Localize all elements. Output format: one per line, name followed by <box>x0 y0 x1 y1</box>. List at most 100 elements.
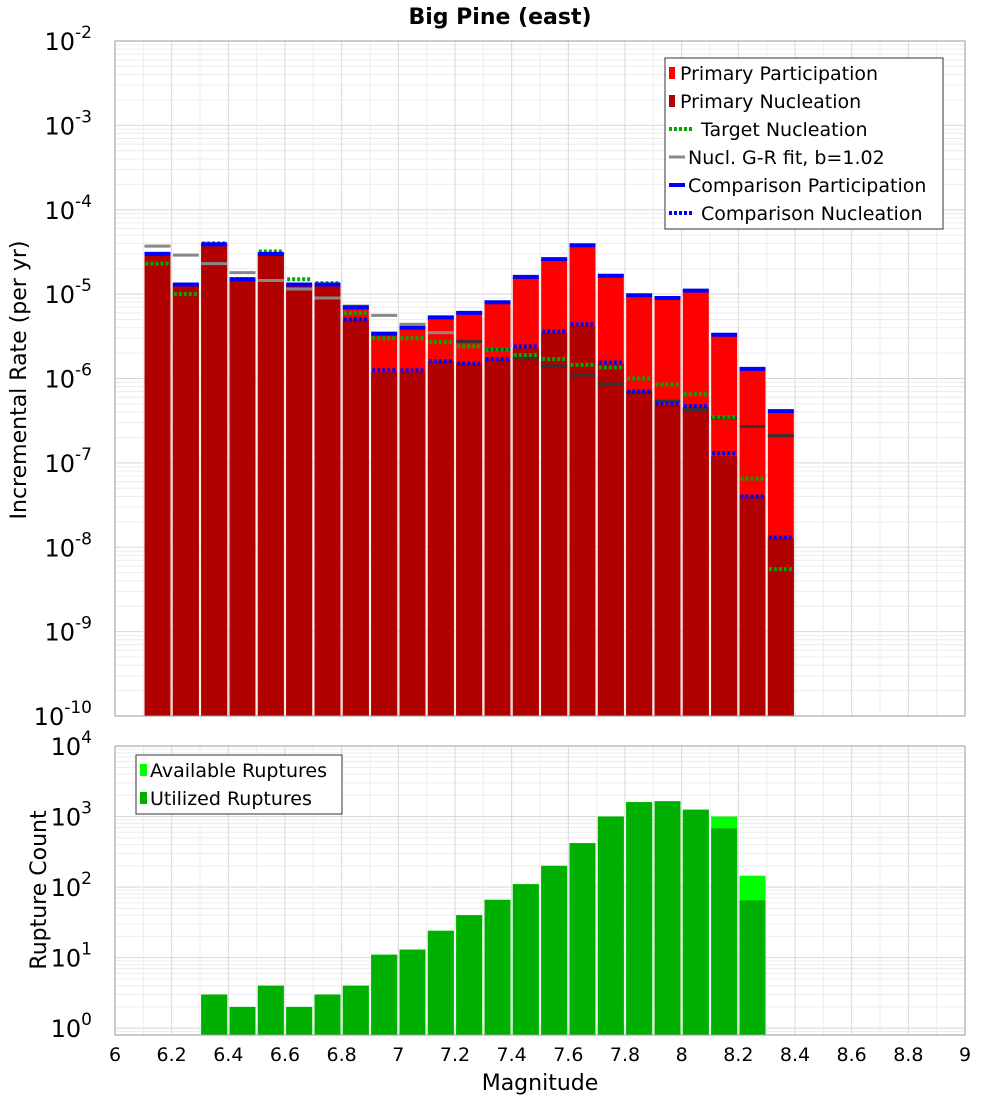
bar-utilized <box>456 915 483 1035</box>
x-tick-label: 8.6 <box>837 1044 867 1066</box>
bar-utilized <box>371 954 398 1035</box>
legend: Primary Participation Primary Nucleation T… <box>664 57 944 230</box>
y-tick-label: 10-7 <box>45 445 93 478</box>
bar-nucleation <box>512 347 539 716</box>
legend-box <box>135 754 343 815</box>
bar-utilized <box>257 985 284 1035</box>
grid <box>114 746 966 1036</box>
top-y-axis-label: Incremental Rate (per yr) <box>7 241 32 520</box>
bottom-y-axis-label: Rupture Count <box>27 810 52 970</box>
legend-label: Available Ruptures <box>150 760 327 782</box>
bar-utilized <box>201 994 228 1035</box>
x-tick-labels: 6 6.2 6.4 6.6 6.8 7 7.2 7.4 7.6 7.8 8 8.2 8.4 8.6 8.8 9 <box>109 1044 971 1066</box>
x-tick-label: 7.8 <box>610 1044 640 1066</box>
y-tick-label: 10-9 <box>45 614 93 647</box>
legend-swatch <box>669 67 675 79</box>
bar-nucleation <box>626 393 653 716</box>
legend-label: Primary Nucleation <box>680 91 861 113</box>
bar-utilized <box>739 900 766 1035</box>
legend-label: Nucl. G-R fit, b=1.02 <box>688 147 885 169</box>
legend-label: Comparison Nucleation <box>701 203 923 225</box>
bar-nucleation <box>144 253 171 716</box>
y-tick-label: 10-10 <box>34 698 92 731</box>
bar-nucleation <box>427 361 454 716</box>
bar-nucleation <box>541 332 568 716</box>
legend-label: Utilized Ruptures <box>150 788 312 810</box>
legend-label: Primary Participation <box>680 63 878 85</box>
x-tick-label: 6.2 <box>157 1044 187 1066</box>
legend-swatch <box>669 95 675 107</box>
bar-nucleation <box>286 284 313 716</box>
bar-nucleation <box>314 284 341 716</box>
bar-utilized <box>541 865 568 1035</box>
bar-nucleation <box>342 319 369 716</box>
bar-utilized <box>626 802 653 1035</box>
x-tick-label: 6.8 <box>327 1044 357 1066</box>
bar-nucleation <box>597 363 624 716</box>
x-tick-label: 7.4 <box>497 1044 527 1066</box>
x-axis-label: Magnitude <box>482 1071 599 1096</box>
bar-nucleation <box>456 363 483 716</box>
bar-nucleation <box>201 244 228 717</box>
bar-utilized <box>512 884 539 1035</box>
x-tick-label: 6 <box>109 1044 121 1066</box>
y-tick-label: 10-5 <box>45 276 93 309</box>
bar-utilized <box>314 994 341 1035</box>
bar-nucleation <box>229 279 256 716</box>
bar-nucleation <box>172 284 199 716</box>
x-tick-label: 8 <box>676 1044 688 1066</box>
grid <box>114 41 966 717</box>
legend-swatch <box>140 764 147 776</box>
x-tick-label: 8.8 <box>893 1044 923 1066</box>
x-tick-label: 6.4 <box>213 1044 243 1066</box>
plot-frame <box>114 745 966 1036</box>
bar-nucleation <box>257 253 284 716</box>
legend-swatch <box>140 792 147 804</box>
y-tick-label: 10-6 <box>45 361 93 394</box>
y-tick-labels: 10-10 10-9 10-8 10-7 10-6 10-5 10-4 10-3 10-2 <box>34 23 92 731</box>
legend-label: Target Nucleation <box>700 119 868 141</box>
bar-utilized <box>399 949 426 1035</box>
bar-utilized <box>597 816 624 1035</box>
y-tick-label: 10-8 <box>45 529 93 562</box>
bar-utilized <box>286 1006 313 1035</box>
bar-utilized <box>682 809 709 1035</box>
bar-utilized <box>654 801 681 1035</box>
bar-utilized <box>569 843 596 1035</box>
y-tick-label: 102 <box>51 869 92 902</box>
legend-box <box>664 57 944 230</box>
y-tick-label: 103 <box>51 799 92 832</box>
bar-utilized <box>229 1006 256 1035</box>
bar-utilized <box>342 985 369 1035</box>
bars <box>201 801 766 1035</box>
x-tick-label: 6.6 <box>270 1044 300 1066</box>
y-tick-label: 100 <box>51 1010 92 1043</box>
bar-nucleation <box>767 537 794 716</box>
plot-frame <box>114 40 966 717</box>
x-tick-label: 8.2 <box>723 1044 753 1066</box>
series-markers <box>144 241 794 572</box>
x-tick-label: 7.2 <box>440 1044 470 1066</box>
y-tick-label: 104 <box>51 728 92 761</box>
bar-nucleation <box>739 496 766 716</box>
y-tick-label: 10-4 <box>45 192 93 225</box>
legend: Available Ruptures Utilized Ruptures <box>135 754 343 815</box>
y-tick-label: 10-2 <box>45 23 93 56</box>
bar-utilized <box>427 930 454 1035</box>
bar-nucleation <box>399 371 426 716</box>
chart-title: Big Pine (east) <box>408 5 591 30</box>
x-tick-label: 7 <box>392 1044 404 1066</box>
bar-nucleation <box>711 456 738 716</box>
y-tick-label: 101 <box>51 940 92 973</box>
y-tick-labels: 100 101 102 103 104 <box>51 728 92 1043</box>
bars <box>144 244 794 717</box>
x-tick-label: 8.4 <box>780 1044 810 1066</box>
legend-label: Comparison Participation <box>688 175 926 197</box>
bar-utilized <box>711 828 738 1035</box>
x-tick-label: 9 <box>959 1044 971 1066</box>
bar-nucleation <box>484 359 511 716</box>
x-tick-label: 7.6 <box>553 1044 583 1066</box>
bar-nucleation <box>654 404 681 716</box>
